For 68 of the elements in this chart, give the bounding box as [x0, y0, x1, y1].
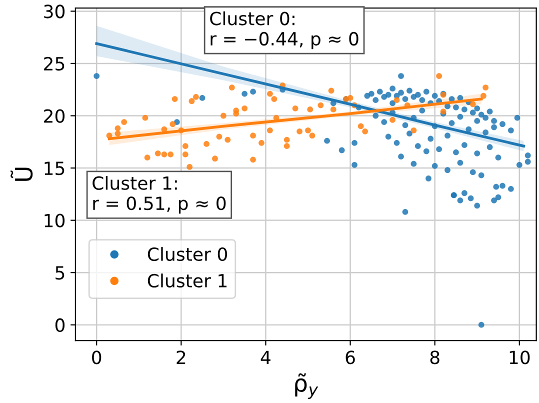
y-tick-label: 5 [56, 266, 64, 280]
point [242, 105, 248, 112]
point [204, 141, 210, 147]
point [390, 116, 396, 123]
point [284, 136, 290, 143]
point [161, 151, 168, 158]
point [168, 151, 174, 158]
annotation: Cluster 0: r = −0.44, p ≈ 0 [210, 11, 358, 50]
point [186, 164, 193, 170]
point [292, 105, 298, 112]
annotation: Cluster 1: r = 0.51, p ≈ 0 [92, 176, 226, 214]
point [482, 84, 489, 90]
point [330, 106, 336, 112]
point [170, 121, 176, 128]
point [410, 127, 417, 134]
point [182, 143, 188, 150]
point [328, 88, 334, 94]
point [480, 92, 486, 99]
point [233, 110, 240, 117]
x-axis-title: ρ̃$_{y}$ [295, 373, 318, 399]
x-tick-label: 2 [176, 350, 186, 364]
point [114, 125, 121, 132]
point [228, 84, 235, 90]
point [216, 134, 222, 140]
point [307, 106, 314, 112]
x-tick-label: 0 [92, 350, 102, 364]
point [154, 150, 161, 156]
point [212, 156, 218, 162]
x-tick-label: 8 [430, 350, 440, 364]
point [144, 154, 150, 161]
point [267, 90, 273, 97]
y-tick-label: 30 [44, 4, 65, 18]
point [220, 112, 226, 119]
point [224, 136, 231, 143]
point [250, 156, 256, 163]
y-tick-label: 20 [44, 109, 65, 123]
point [267, 127, 273, 134]
point [347, 95, 354, 101]
x-tick-label: 6 [346, 350, 355, 364]
point [193, 94, 199, 100]
point [271, 96, 278, 102]
point [470, 101, 476, 108]
point [182, 151, 188, 158]
y-tick-label: 10 [44, 214, 65, 228]
point [358, 123, 364, 130]
point [296, 128, 302, 134]
point [114, 130, 121, 136]
point [305, 127, 311, 134]
point [142, 114, 148, 121]
y-tick-label: 0 [55, 318, 65, 332]
point [172, 96, 178, 102]
x-tick-label: 10 [510, 350, 530, 364]
legend-label: Cluster 1 [148, 274, 227, 288]
point [284, 143, 290, 150]
point [362, 128, 368, 134]
point [258, 140, 264, 146]
point [318, 102, 324, 108]
point [394, 97, 400, 104]
x-tick-label: 4 [260, 350, 270, 364]
point [436, 73, 442, 79]
point [309, 132, 316, 139]
point [121, 119, 128, 125]
y-tick-label: 15 [44, 162, 64, 176]
point [188, 98, 195, 104]
y-tick-label: 25 [44, 56, 64, 71]
legend-label: Cluster 0 [148, 247, 227, 262]
y-axis-title: Ũ [10, 168, 33, 181]
point [250, 132, 256, 139]
